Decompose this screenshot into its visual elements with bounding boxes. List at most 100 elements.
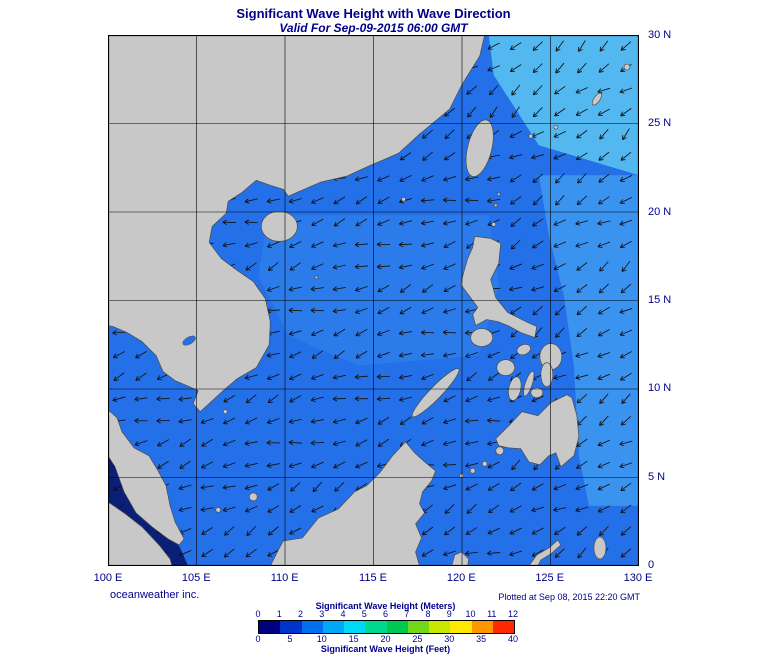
wave-direction-arrow bbox=[399, 174, 412, 182]
wave-direction-arrow bbox=[354, 395, 368, 402]
wave-direction-arrow bbox=[178, 484, 192, 491]
wave-direction-arrow bbox=[222, 484, 236, 490]
wave-direction-arrow bbox=[576, 130, 588, 139]
wave-direction-arrow bbox=[554, 526, 566, 536]
wave-direction-arrow bbox=[376, 241, 391, 248]
lat-label: 10 N bbox=[648, 382, 672, 395]
wave-direction-arrow bbox=[224, 526, 235, 536]
island-sumatra bbox=[108, 501, 173, 566]
wave-direction-arrow bbox=[311, 350, 323, 359]
colorbar-tick-meters: 11 bbox=[487, 609, 497, 619]
wave-direction-arrow bbox=[244, 198, 258, 204]
wave-direction-arrow bbox=[421, 439, 434, 447]
wave-direction-arrow bbox=[466, 85, 477, 95]
colorbar-tick-meters: 8 bbox=[425, 609, 431, 619]
wave-direction-arrow bbox=[245, 417, 258, 425]
island-ryukyu-2 bbox=[553, 124, 559, 130]
colorbar-tick-meters: 4 bbox=[340, 609, 346, 619]
colorbar-tick-feet: 40 bbox=[507, 634, 519, 644]
wave-direction-arrow bbox=[266, 198, 280, 204]
wave-direction-arrow bbox=[134, 418, 148, 424]
wave-direction-arrow bbox=[376, 263, 391, 270]
wave-direction-arrow bbox=[531, 527, 544, 535]
wave-direction-arrow bbox=[465, 176, 479, 182]
wave-direction-arrow bbox=[620, 283, 632, 294]
island-panay bbox=[496, 359, 516, 376]
wave-direction-arrow bbox=[421, 263, 434, 270]
wave-direction-arrow bbox=[620, 548, 632, 558]
wave-direction-arrow bbox=[267, 549, 280, 557]
wave-direction-arrow bbox=[421, 307, 434, 315]
colorbar-tick-feet: 15 bbox=[348, 634, 359, 644]
wave-direction-arrow bbox=[577, 547, 587, 559]
colorbar-tick-feet: 35 bbox=[476, 634, 487, 644]
wave-direction-arrow bbox=[575, 506, 589, 513]
island-leyte bbox=[540, 362, 554, 388]
wave-direction-arrow bbox=[532, 173, 543, 184]
wave-direction-arrow bbox=[555, 62, 565, 74]
map-frame bbox=[108, 35, 639, 566]
wave-direction-arrow bbox=[377, 175, 390, 182]
wave-direction-arrow bbox=[311, 263, 324, 270]
wave-direction-arrow bbox=[509, 505, 522, 513]
wave-direction-arrow bbox=[598, 525, 609, 537]
colorbar-segment-8 bbox=[429, 621, 451, 633]
wave-direction-arrow bbox=[531, 395, 544, 403]
island-pratas bbox=[401, 196, 406, 202]
colorbar-segment-11 bbox=[492, 621, 514, 633]
wave-direction-arrow bbox=[398, 374, 413, 380]
lon-label: 120 E bbox=[446, 572, 476, 584]
wave-direction-arrow bbox=[332, 286, 346, 292]
wave-direction-arrow bbox=[222, 439, 236, 447]
colorbar-label-feet: Significant Wave Height (Feet) bbox=[320, 644, 451, 654]
lat-label: 25 N bbox=[648, 117, 672, 130]
wave-direction-arrow bbox=[621, 393, 631, 404]
wave-direction-arrow bbox=[399, 284, 411, 293]
colorbar-segment-4 bbox=[344, 621, 366, 633]
wave-direction-arrow bbox=[620, 372, 632, 381]
wave-direction-arrow bbox=[531, 286, 545, 292]
wave-direction-arrow bbox=[157, 460, 169, 469]
wave-direction-arrow bbox=[267, 505, 280, 513]
wave-direction-arrow bbox=[289, 505, 302, 513]
wave-direction-arrow bbox=[354, 263, 369, 270]
island-okinawa bbox=[591, 92, 602, 106]
wave-direction-arrow bbox=[619, 462, 633, 469]
wave-direction-arrow bbox=[245, 394, 257, 404]
oceanweather-credit: oceanweather inc. bbox=[110, 589, 200, 601]
wave-direction-arrow bbox=[289, 373, 302, 381]
wave-direction-arrow bbox=[575, 152, 588, 161]
island-paracel bbox=[314, 275, 319, 280]
wave-direction-arrow bbox=[310, 374, 324, 381]
wave-direction-arrow bbox=[422, 129, 433, 139]
wave-direction-arrow bbox=[333, 328, 346, 337]
lat-lon-grid bbox=[108, 35, 639, 566]
wave-direction-arrow bbox=[531, 506, 545, 513]
wave-direction-arrow bbox=[576, 195, 587, 206]
wave-direction-arrow bbox=[489, 106, 498, 119]
wave-direction-arrow bbox=[465, 440, 479, 446]
wave-direction-arrow bbox=[575, 484, 589, 491]
wave-direction-arrow bbox=[576, 526, 587, 536]
wave-direction-arrow bbox=[443, 308, 456, 314]
wave-direction-arrow bbox=[575, 220, 589, 226]
wave-direction-arrow bbox=[200, 484, 214, 490]
wave-direction-arrow bbox=[577, 173, 587, 184]
wave-direction-arrow bbox=[487, 42, 500, 50]
lake-tonle-sap bbox=[182, 335, 196, 346]
wave-direction-arrow bbox=[178, 550, 192, 557]
wave-direction-arrow bbox=[555, 195, 565, 206]
wave-direction-arrow bbox=[288, 462, 302, 469]
colorbar-segment-5 bbox=[365, 621, 387, 633]
wave-direction-arrow bbox=[465, 352, 478, 359]
wave-direction-arrow bbox=[509, 550, 523, 557]
wave-direction-arrow bbox=[487, 483, 500, 491]
wave-direction-arrow bbox=[619, 440, 633, 447]
wave-direction-arrow bbox=[333, 218, 346, 227]
island-mindoro bbox=[470, 328, 494, 347]
wave-direction-arrow bbox=[179, 438, 191, 447]
colorbar-segment-1 bbox=[280, 621, 302, 633]
island-halmahera bbox=[593, 536, 607, 560]
wave-direction-arrow bbox=[531, 154, 545, 160]
